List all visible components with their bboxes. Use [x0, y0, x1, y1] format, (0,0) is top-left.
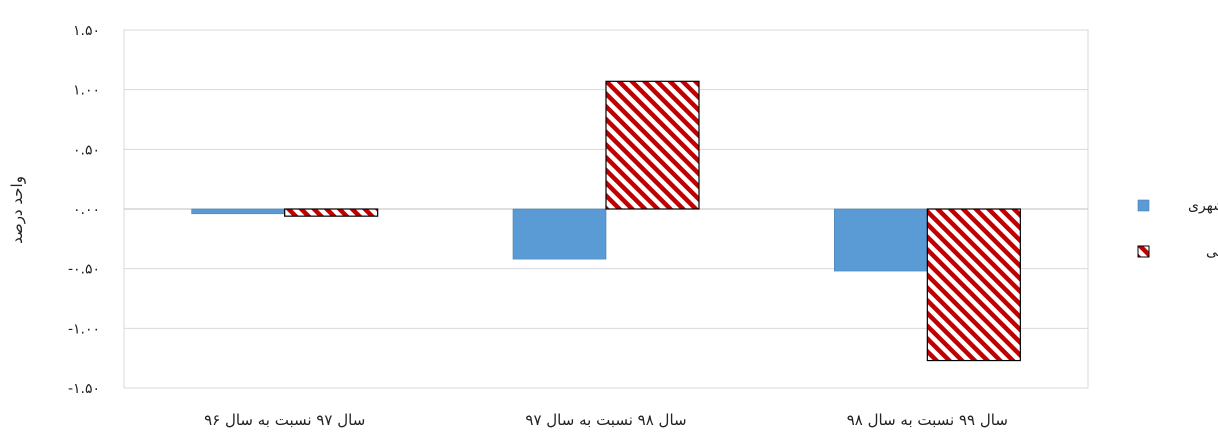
legend-label: شهری: [1188, 198, 1218, 214]
y-tick-label: -۱.۰۰: [68, 321, 100, 337]
y-axis-label: واحد درصد: [8, 176, 26, 244]
bar-rural: [605, 80, 700, 210]
y-tick-label: ۱.۵۰: [73, 23, 100, 39]
y-tick-label: ۰.۰۰: [73, 202, 100, 218]
y-tick-label: ۱.۰۰: [73, 83, 100, 99]
bar-urban: [512, 208, 607, 260]
y-tick-label: -۱.۵۰: [68, 381, 100, 397]
bar-rural: [284, 208, 379, 217]
legend-item-urban: شهری: [1137, 198, 1218, 214]
y-tick-label: -۰.۵۰: [68, 262, 100, 278]
bar-urban: [834, 208, 928, 272]
legend-swatch: [1137, 199, 1150, 212]
bar-rural: [926, 208, 1021, 362]
x-tick-label: سال ۹۷ نسبت به سال ۹۶: [204, 411, 365, 429]
y-tick-label: ۰.۵۰: [73, 142, 100, 158]
legend-label: روستایی: [1206, 244, 1218, 260]
x-tick-label: سال ۹۸ نسبت به سال ۹۷: [525, 411, 686, 429]
bar-urban: [191, 208, 285, 215]
legend-item-rural: روستایی: [1137, 244, 1218, 260]
legend-swatch: [1137, 245, 1150, 258]
x-tick-label: سال ۹۹ نسبت به سال ۹۸: [847, 411, 1008, 429]
